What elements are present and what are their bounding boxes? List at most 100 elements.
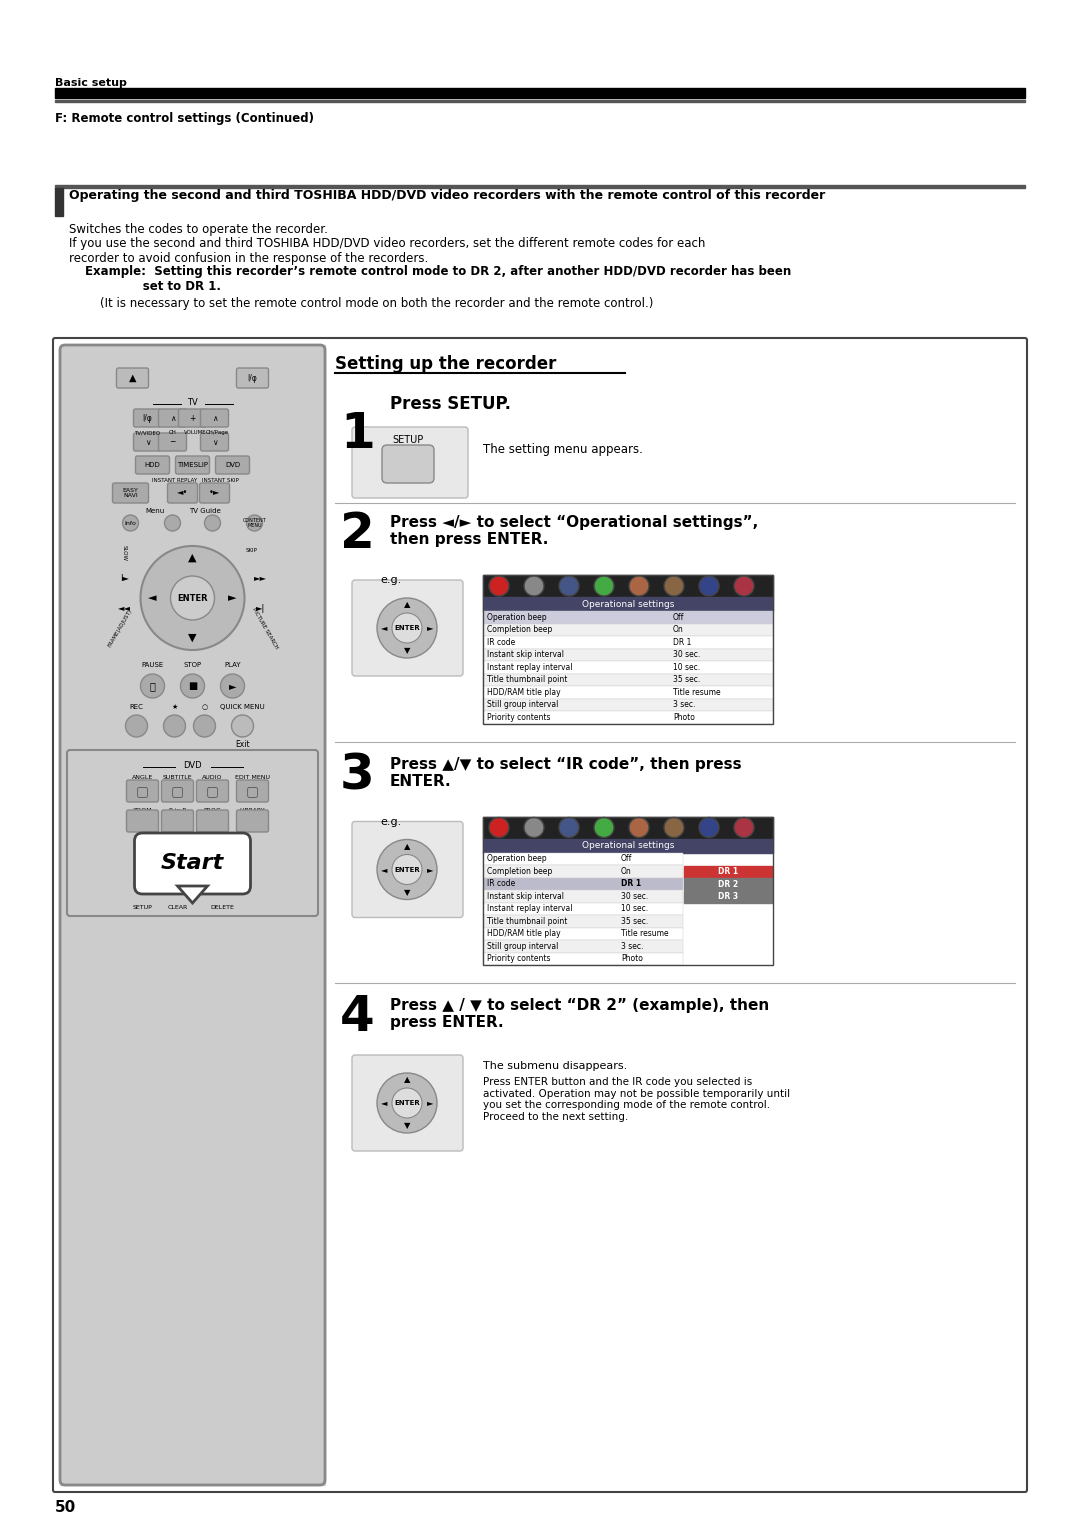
Text: LIBRARY: LIBRARY bbox=[240, 808, 266, 813]
Bar bbox=[483, 816, 773, 839]
FancyBboxPatch shape bbox=[135, 455, 170, 474]
Text: Start: Start bbox=[161, 853, 225, 872]
Text: Photo: Photo bbox=[621, 955, 643, 963]
Circle shape bbox=[524, 817, 544, 837]
Bar bbox=[483, 636, 773, 648]
Text: VOLUME: VOLUME bbox=[185, 429, 206, 435]
Text: ▲: ▲ bbox=[129, 373, 136, 384]
Text: Switches the codes to operate the recorder.: Switches the codes to operate the record… bbox=[69, 223, 328, 235]
Bar bbox=[483, 575, 773, 723]
Text: STOP: STOP bbox=[184, 662, 202, 668]
Text: 35 sec.: 35 sec. bbox=[673, 675, 700, 685]
FancyBboxPatch shape bbox=[237, 368, 269, 388]
Text: e.g.: e.g. bbox=[380, 816, 402, 827]
Text: ∧: ∧ bbox=[170, 414, 175, 423]
Circle shape bbox=[392, 1088, 422, 1118]
Text: 10 sec.: 10 sec. bbox=[673, 663, 700, 672]
Text: Example:  Setting this recorder’s remote control mode to DR 2, after another HDD: Example: Setting this recorder’s remote … bbox=[85, 264, 792, 293]
Text: PICTURE SEARCH: PICTURE SEARCH bbox=[251, 607, 279, 649]
Text: Exit: Exit bbox=[235, 740, 249, 749]
Text: Info: Info bbox=[124, 521, 136, 526]
Text: ►: ► bbox=[229, 681, 237, 691]
FancyBboxPatch shape bbox=[352, 1054, 463, 1151]
Circle shape bbox=[377, 597, 437, 659]
Circle shape bbox=[377, 1073, 437, 1132]
Circle shape bbox=[140, 545, 244, 649]
Text: ⏸: ⏸ bbox=[149, 681, 156, 691]
Text: INSTANT SKIP: INSTANT SKIP bbox=[202, 478, 239, 483]
Text: Off: Off bbox=[673, 613, 685, 622]
FancyBboxPatch shape bbox=[201, 410, 229, 426]
Bar bbox=[483, 877, 683, 889]
Text: ■: ■ bbox=[188, 681, 198, 691]
Text: Operation beep: Operation beep bbox=[487, 613, 546, 622]
Text: ◄: ◄ bbox=[381, 1099, 388, 1108]
Text: On: On bbox=[673, 625, 684, 634]
Text: INSTANT REPLAY: INSTANT REPLAY bbox=[152, 478, 197, 483]
Bar bbox=[684, 865, 772, 877]
Text: Title resume: Title resume bbox=[621, 929, 669, 938]
Text: Setting up the recorder: Setting up the recorder bbox=[335, 354, 556, 373]
Text: ∧: ∧ bbox=[212, 414, 217, 423]
Text: HDD: HDD bbox=[145, 461, 160, 468]
Text: IR code: IR code bbox=[487, 879, 515, 888]
Circle shape bbox=[734, 576, 754, 596]
Text: ▢: ▢ bbox=[136, 784, 149, 798]
FancyBboxPatch shape bbox=[237, 779, 269, 802]
Text: HDD/RAM title play: HDD/RAM title play bbox=[487, 929, 561, 938]
Text: Still group interval: Still group interval bbox=[487, 941, 558, 950]
Text: ENTER: ENTER bbox=[394, 625, 420, 631]
FancyBboxPatch shape bbox=[134, 432, 162, 451]
FancyBboxPatch shape bbox=[159, 432, 187, 451]
Text: ◄: ◄ bbox=[148, 593, 157, 604]
Text: ▼: ▼ bbox=[188, 633, 197, 643]
Text: Press SETUP.: Press SETUP. bbox=[390, 396, 511, 413]
Text: ◄•: ◄• bbox=[177, 489, 188, 498]
Text: ▼: ▼ bbox=[404, 888, 410, 897]
Text: 1: 1 bbox=[340, 410, 375, 458]
Text: Title resume: Title resume bbox=[673, 688, 720, 697]
Text: (It is necessary to set the remote control mode on both the recorder and the rem: (It is necessary to set the remote contr… bbox=[85, 296, 653, 310]
FancyBboxPatch shape bbox=[117, 368, 149, 388]
Circle shape bbox=[246, 515, 262, 532]
Text: 35 sec.: 35 sec. bbox=[621, 917, 648, 926]
FancyBboxPatch shape bbox=[135, 833, 251, 894]
FancyBboxPatch shape bbox=[162, 779, 193, 802]
Circle shape bbox=[524, 576, 544, 596]
Text: e.g.: e.g. bbox=[380, 575, 402, 585]
Text: Instant replay interval: Instant replay interval bbox=[487, 663, 572, 672]
FancyBboxPatch shape bbox=[126, 779, 159, 802]
Text: DVD: DVD bbox=[225, 461, 240, 468]
Text: 3: 3 bbox=[340, 752, 375, 799]
Text: ◄: ◄ bbox=[381, 623, 388, 633]
Circle shape bbox=[392, 854, 422, 885]
Text: ▼: ▼ bbox=[404, 646, 410, 656]
Text: TV/VIDEO: TV/VIDEO bbox=[134, 429, 161, 435]
FancyBboxPatch shape bbox=[200, 483, 229, 503]
Text: Press ENTER button and the IR code you selected is
activated. Operation may not : Press ENTER button and the IR code you s… bbox=[483, 1077, 791, 1122]
Text: Priority contents: Priority contents bbox=[487, 955, 551, 963]
Bar bbox=[483, 853, 683, 865]
Text: I►: I► bbox=[120, 573, 129, 582]
Bar bbox=[483, 952, 683, 966]
Text: The setting menu appears.: The setting menu appears. bbox=[483, 443, 643, 455]
Text: Press ▲/▼ to select “IR code”, then press
ENTER.: Press ▲/▼ to select “IR code”, then pres… bbox=[390, 756, 742, 788]
Text: PLAY: PLAY bbox=[225, 662, 241, 668]
Text: SLOW: SLOW bbox=[122, 545, 127, 561]
FancyBboxPatch shape bbox=[53, 338, 1027, 1491]
Text: ○: ○ bbox=[202, 704, 207, 711]
Bar bbox=[483, 903, 683, 915]
Bar bbox=[483, 889, 683, 903]
Text: ▢: ▢ bbox=[206, 784, 219, 798]
Circle shape bbox=[594, 576, 615, 596]
Text: Photo: Photo bbox=[673, 712, 694, 721]
Text: Priority contents: Priority contents bbox=[487, 712, 551, 721]
Text: DR 3: DR 3 bbox=[718, 892, 738, 902]
Text: IR code: IR code bbox=[487, 637, 515, 646]
Text: Instant skip interval: Instant skip interval bbox=[487, 651, 564, 659]
Bar bbox=[483, 711, 773, 723]
Text: ENTER: ENTER bbox=[394, 866, 420, 872]
Text: PROG: PROG bbox=[204, 808, 221, 813]
FancyBboxPatch shape bbox=[178, 410, 206, 426]
Text: SKIP: SKIP bbox=[245, 549, 257, 553]
